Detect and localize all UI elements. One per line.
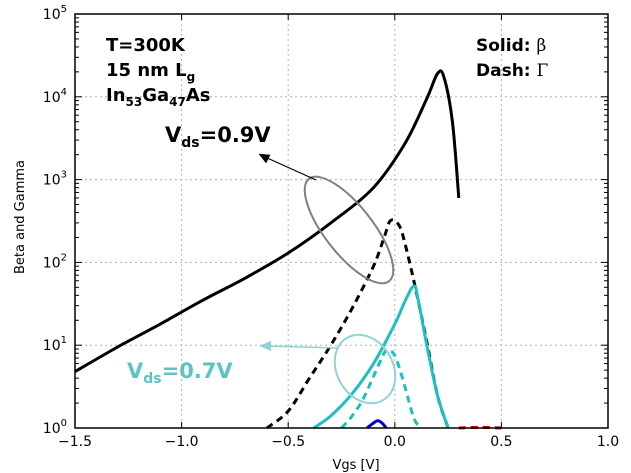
x-tick-label: −1.0 bbox=[165, 434, 199, 450]
vds-09-label: Vds=0.9V bbox=[165, 123, 271, 151]
x-tick-label: 0.0 bbox=[384, 434, 406, 450]
y-tick-label: 100 bbox=[43, 418, 67, 437]
plot-frame bbox=[74, 13, 609, 429]
legend-solid: Solid: β bbox=[476, 36, 546, 56]
legend-dash: Dash: Γ bbox=[476, 61, 549, 81]
vds-07-callout: Vds=0.7V bbox=[127, 333, 397, 405]
y-tick-label: 104 bbox=[43, 87, 67, 106]
x-tick-label: −1.5 bbox=[58, 434, 92, 450]
condition-annotation: T=300K 15 nm Lg In53Ga47As bbox=[106, 35, 211, 109]
vds-07-arrow-head bbox=[259, 341, 271, 351]
y-tick-label: 101 bbox=[43, 335, 67, 354]
temperature-label: T=300K bbox=[106, 35, 186, 56]
y-tick-label: 102 bbox=[43, 252, 67, 271]
series-line bbox=[340, 348, 422, 430]
series-line bbox=[265, 218, 450, 430]
gate-length-label: 15 nm Lg bbox=[106, 60, 195, 84]
line-style-legend: Solid: β Dash: Γ bbox=[476, 36, 549, 81]
material-label: In53Ga47As bbox=[106, 85, 211, 109]
vds-07-label: Vds=0.7V bbox=[127, 359, 233, 387]
vds-07-ellipse bbox=[333, 333, 397, 405]
x-tick-label: 1.0 bbox=[597, 434, 619, 450]
vds-09-arrow-line bbox=[264, 156, 317, 181]
x-axis-label: Vgs [V] bbox=[332, 458, 379, 473]
ticks-group: −1.5 −1.0 −0.5 0.0 0.5 1.0 100 101 102 103 104 105 bbox=[43, 4, 619, 450]
vds-09-arrow-head bbox=[258, 153, 271, 164]
series-line bbox=[74, 69, 461, 373]
x-tick-label: −0.5 bbox=[271, 434, 305, 450]
y-axis-label: Beta and Gamma bbox=[13, 160, 28, 274]
y-tick-label: 103 bbox=[43, 170, 67, 189]
vds-07-arrow-line bbox=[265, 345, 339, 349]
vds-09-callout: Vds=0.9V bbox=[165, 123, 395, 285]
grid bbox=[75, 14, 608, 428]
x-tick-label: 0.5 bbox=[490, 434, 512, 450]
y-tick-label: 105 bbox=[43, 4, 67, 23]
series-line bbox=[366, 419, 388, 430]
series-line bbox=[312, 284, 450, 430]
vds-09-ellipse bbox=[303, 175, 395, 285]
